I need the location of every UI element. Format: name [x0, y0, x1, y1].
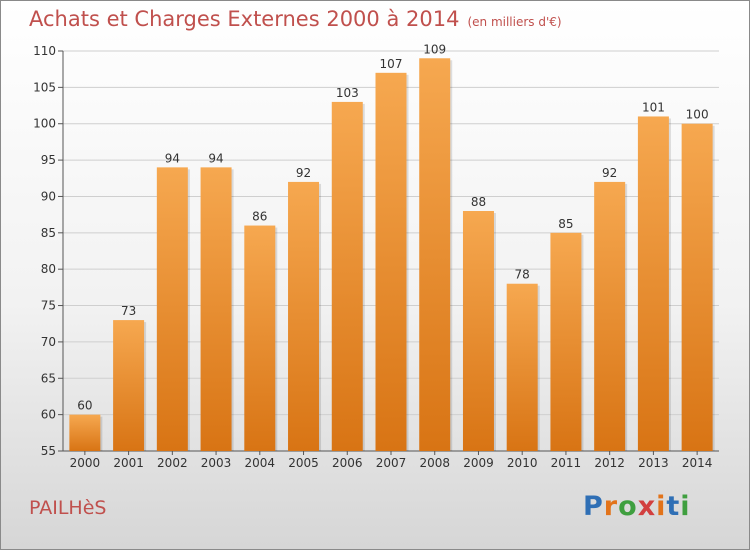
x-tick-label: 2011	[551, 456, 582, 470]
x-tick-label: 2014	[682, 456, 713, 470]
bar-2011	[550, 232, 582, 451]
value-label: 103	[336, 86, 359, 100]
x-tick-label: 2010	[507, 456, 538, 470]
logo-letter: o	[618, 491, 638, 522]
bar-2000	[69, 414, 101, 451]
y-tick-label: 65	[41, 371, 56, 385]
x-tick-label: 2000	[70, 456, 101, 470]
x-tick-label: 2007	[376, 456, 407, 470]
y-tick-label: 80	[41, 262, 56, 276]
bars	[69, 58, 715, 452]
bar-2007	[375, 72, 407, 452]
logo-letter: i	[680, 491, 691, 522]
x-tick-label: 2008	[419, 456, 450, 470]
chart-title-text: Achats et Charges Externes 2000 à 2014	[29, 7, 460, 31]
logo-letter: P	[583, 491, 604, 522]
value-label: 109	[423, 42, 446, 56]
bar-2008	[419, 58, 451, 451]
x-tick-label: 2001	[113, 456, 144, 470]
x-tick-label: 2006	[332, 456, 363, 470]
bar-2003	[200, 167, 232, 451]
y-tick-label: 75	[41, 299, 56, 313]
value-label: 107	[380, 57, 403, 71]
logo-letter: x	[637, 491, 657, 522]
logo-letter: t	[666, 491, 681, 522]
value-label: 78	[515, 268, 530, 282]
chart-unit: (en milliers d'€)	[467, 15, 562, 29]
value-label: 101	[642, 100, 665, 114]
bar-2001	[113, 320, 145, 451]
value-label: 92	[296, 166, 311, 180]
chart-title: Achats et Charges Externes 2000 à 2014 (e…	[29, 7, 562, 31]
commune-name: PAILHèS	[29, 497, 107, 519]
y-tick-label: 95	[41, 153, 56, 167]
bar-2014	[681, 123, 713, 452]
value-label: 86	[252, 210, 267, 224]
bar-2004	[244, 225, 276, 451]
x-tick-label: 2013	[638, 456, 669, 470]
bar-2006	[331, 101, 363, 451]
y-tick-label: 105	[33, 80, 56, 94]
bar-2013	[637, 116, 669, 452]
y-tick-label: 90	[41, 189, 56, 203]
x-tick-label: 2005	[288, 456, 319, 470]
y-tick-label: 60	[41, 408, 56, 422]
value-label: 73	[121, 304, 136, 318]
bar-2012	[594, 181, 626, 451]
y-tick-label: 100	[33, 117, 56, 131]
value-label: 60	[77, 399, 92, 413]
bar-2002	[156, 167, 188, 451]
value-label: 94	[208, 151, 223, 165]
bar-2009	[462, 211, 494, 451]
proxiti-logo: Proxiti	[583, 491, 691, 522]
x-tick-label: 2003	[201, 456, 232, 470]
bar-2005	[288, 181, 320, 451]
value-label: 85	[558, 217, 573, 231]
x-tick-label: 2012	[594, 456, 625, 470]
bar-2010	[506, 283, 538, 451]
value-label: 100	[686, 108, 709, 122]
x-tick-label: 2004	[245, 456, 276, 470]
y-tick-label: 110	[33, 44, 56, 58]
labels: 60 2000 73 2001 94 2002 94 2003 86 2004 92 2005 103 2…	[70, 42, 713, 470]
y-tick-label: 85	[41, 226, 56, 240]
y-tick-label: 70	[41, 335, 56, 349]
x-tick-label: 2009	[463, 456, 494, 470]
value-label: 92	[602, 166, 617, 180]
value-label: 94	[165, 151, 180, 165]
x-tick-label: 2002	[157, 456, 188, 470]
logo-letter: i	[656, 491, 667, 522]
logo-letter: r	[603, 491, 619, 522]
y-tick-label: 55	[41, 444, 56, 458]
value-label: 88	[471, 195, 486, 209]
